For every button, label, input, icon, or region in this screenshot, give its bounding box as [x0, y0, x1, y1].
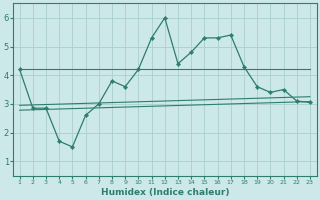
X-axis label: Humidex (Indice chaleur): Humidex (Indice chaleur)	[100, 188, 229, 197]
